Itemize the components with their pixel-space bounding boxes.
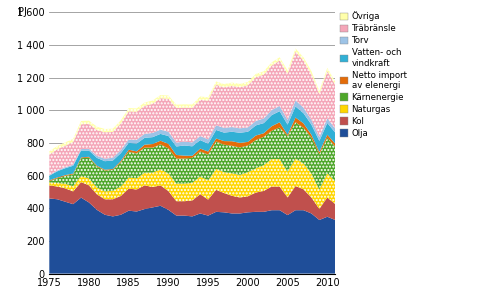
Legend: Övriga, Träbränsle, Torv, Vatten- och
vindkraft, Netto import
av elenergi, Kärne: Övriga, Träbränsle, Torv, Vatten- och vi… <box>340 11 407 138</box>
Y-axis label: PJ: PJ <box>18 7 27 17</box>
